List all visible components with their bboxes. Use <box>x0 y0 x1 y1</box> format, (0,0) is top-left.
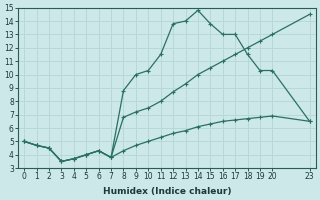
X-axis label: Humidex (Indice chaleur): Humidex (Indice chaleur) <box>103 187 231 196</box>
